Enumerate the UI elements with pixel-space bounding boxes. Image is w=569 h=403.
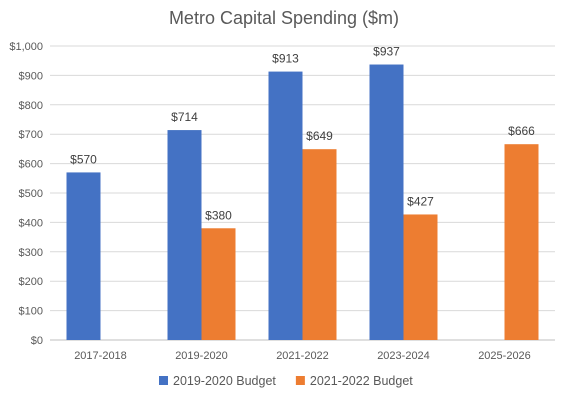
legend-swatch: [295, 376, 305, 385]
bar: [369, 64, 404, 340]
bar: [201, 228, 236, 340]
data-label: $714: [171, 110, 198, 124]
data-label: $666: [508, 124, 535, 138]
x-tick-label: 2025-2026: [478, 350, 531, 362]
x-axis: 2017-2018 2019-2020 2021-2022 2023-2024 2025…: [74, 350, 531, 362]
x-tick-label: 2019-2020: [175, 350, 228, 362]
y-tick-label: $300: [19, 247, 43, 259]
chart-title: Metro Capital Spending ($m): [169, 8, 399, 28]
y-tick-label: $100: [19, 306, 43, 318]
data-label: $649: [306, 129, 333, 143]
data-label: $570: [70, 152, 97, 166]
y-tick-label: $200: [19, 276, 43, 288]
data-label: $913: [272, 52, 299, 66]
y-tick-label: $0: [31, 335, 43, 347]
legend-label: 2019-2020 Budget: [173, 374, 276, 388]
data-labels: $570 $714 $380 $913 $649 $937 $427 $666: [70, 45, 535, 223]
data-label: $937: [373, 45, 400, 59]
y-tick-label: $500: [19, 188, 43, 200]
bars: [66, 64, 539, 340]
bar: [504, 144, 539, 340]
data-label: $380: [205, 208, 232, 222]
y-axis: $0 $100 $200 $300 $400 $500 $600 $700 $800 $900 $1…: [9, 41, 43, 347]
bar: [268, 71, 303, 340]
legend-swatch: [159, 376, 168, 385]
legend-label: 2021-2022 Budget: [310, 374, 413, 388]
y-tick-label: $800: [19, 100, 43, 112]
legend: 2019-2020 Budget 2021-2022 Budget: [159, 374, 413, 388]
bar: [167, 130, 202, 340]
y-tick-label: $1,000: [9, 41, 43, 53]
bar: [66, 172, 101, 340]
data-label: $427: [407, 194, 434, 208]
x-tick-label: 2021-2022: [276, 350, 329, 362]
y-tick-label: $700: [19, 129, 43, 141]
y-tick-label: $900: [19, 70, 43, 82]
bar: [302, 149, 337, 340]
x-tick-label: 2023-2024: [377, 350, 430, 362]
bar: [403, 214, 438, 340]
x-tick-label: 2017-2018: [74, 350, 127, 362]
y-tick-label: $600: [19, 159, 43, 171]
y-tick-label: $400: [19, 217, 43, 229]
